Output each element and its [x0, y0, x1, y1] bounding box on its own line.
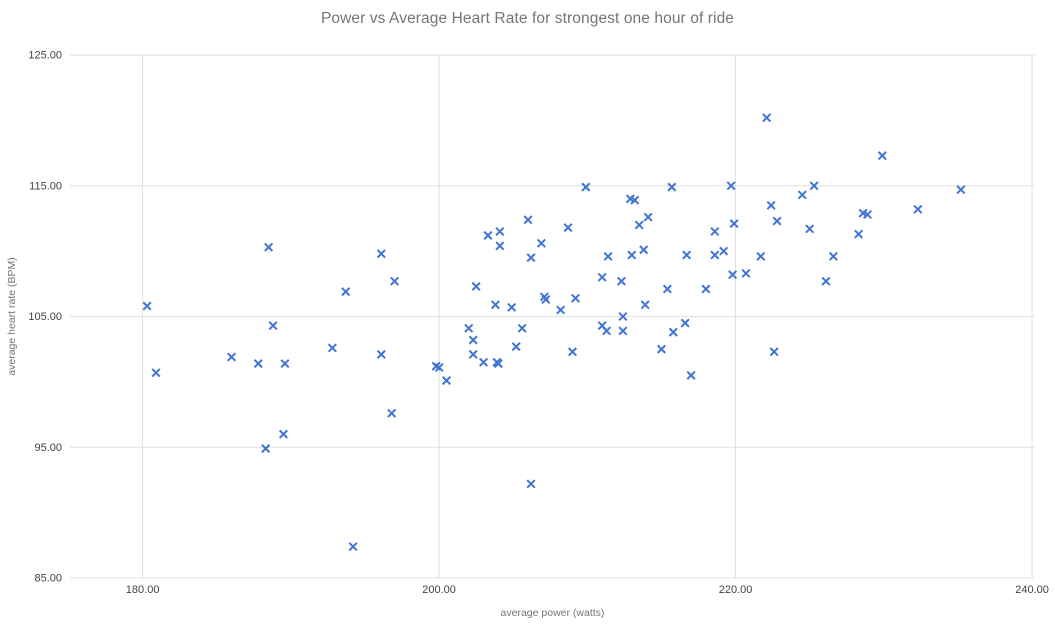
data-point-marker[interactable] [682, 250, 692, 260]
data-point-marker[interactable] [280, 359, 290, 369]
data-point-marker[interactable] [634, 220, 644, 230]
data-point-marker[interactable] [772, 216, 782, 226]
data-point-marker[interactable] [640, 300, 650, 310]
data-point-marker[interactable] [797, 190, 807, 200]
data-point-marker[interactable] [376, 349, 386, 359]
data-point-marker[interactable] [756, 251, 766, 261]
data-point-marker[interactable] [348, 542, 358, 552]
data-point-marker[interactable] [854, 229, 864, 239]
y-tick-label: 115.00 [29, 180, 62, 192]
data-point-marker[interactable] [913, 204, 923, 214]
y-tick-label: 85.00 [34, 573, 62, 585]
data-point-marker[interactable] [464, 323, 474, 333]
data-point-marker[interactable] [809, 181, 819, 191]
data-point-marker[interactable] [253, 359, 263, 369]
data-point-marker[interactable] [710, 227, 720, 237]
data-point-marker[interactable] [680, 318, 690, 328]
data-point-marker[interactable] [264, 242, 274, 252]
data-point-marker[interactable] [762, 113, 772, 123]
data-point-marker[interactable] [701, 284, 711, 294]
data-point-marker[interactable] [556, 305, 566, 315]
data-point-marker[interactable] [387, 408, 397, 418]
data-point-marker[interactable] [877, 151, 887, 161]
data-point-marker[interactable] [602, 326, 612, 336]
data-point-marker[interactable] [471, 281, 481, 291]
data-point-marker[interactable] [468, 349, 478, 359]
y-tick-label: 125.00 [28, 50, 62, 62]
x-axis-title: average power (watts) [501, 607, 605, 619]
data-point-marker[interactable] [507, 302, 517, 312]
data-point-marker[interactable] [719, 246, 729, 256]
data-point-marker[interactable] [668, 327, 678, 337]
data-point-marker[interactable] [741, 268, 751, 278]
x-tick-label: 200.00 [422, 584, 456, 596]
data-point-marker[interactable] [517, 323, 527, 333]
data-point-marker[interactable] [821, 276, 831, 286]
data-point-marker[interactable] [726, 181, 736, 191]
data-point-marker[interactable] [656, 344, 666, 354]
data-point-marker[interactable] [630, 195, 640, 205]
data-point-marker[interactable] [728, 270, 738, 280]
data-point-marker[interactable] [536, 238, 546, 248]
data-point-marker[interactable] [341, 287, 351, 297]
data-point-marker[interactable] [390, 276, 400, 286]
data-point-marker[interactable] [479, 357, 489, 367]
data-point-marker[interactable] [686, 370, 696, 380]
data-point-marker[interactable] [568, 347, 578, 357]
data-point-marker[interactable] [603, 251, 613, 261]
y-axis-title: average heart rate (BPM) [6, 257, 18, 375]
data-point-marker[interactable] [327, 343, 337, 353]
data-point-marker[interactable] [729, 219, 739, 229]
data-point-marker[interactable] [662, 284, 672, 294]
data-point-marker[interactable] [616, 276, 626, 286]
data-point-marker[interactable] [442, 376, 452, 386]
data-point-marker[interactable] [828, 251, 838, 261]
data-point-marker[interactable] [511, 342, 521, 352]
data-point-marker[interactable] [570, 293, 580, 303]
data-point-marker[interactable] [490, 300, 500, 310]
data-point-marker[interactable] [956, 185, 966, 195]
data-point-marker[interactable] [563, 223, 573, 233]
data-point-marker[interactable] [151, 368, 161, 378]
x-tick-label: 180.00 [126, 584, 160, 596]
data-point-marker[interactable] [142, 301, 152, 311]
data-point-marker[interactable] [541, 294, 551, 305]
data-point-marker[interactable] [618, 311, 628, 322]
data-point-marker[interactable] [493, 359, 503, 369]
data-point-marker[interactable] [766, 200, 776, 210]
data-point-marker[interactable] [805, 224, 815, 234]
data-point-marker[interactable] [495, 241, 505, 251]
data-point-marker[interactable] [639, 245, 649, 255]
data-point-marker[interactable] [483, 230, 493, 240]
x-tick-label: 220.00 [719, 584, 753, 596]
data-point-marker[interactable] [710, 250, 720, 260]
data-point-marker[interactable] [526, 253, 536, 263]
x-tick-label: 240.00 [1015, 584, 1049, 596]
data-point-marker[interactable] [597, 272, 607, 282]
y-tick-label: 95.00 [34, 442, 62, 454]
data-point-marker[interactable] [627, 250, 637, 260]
y-tick-label: 105.00 [28, 311, 62, 323]
data-point-marker[interactable] [523, 215, 533, 225]
data-point-marker[interactable] [261, 444, 271, 454]
data-point-marker[interactable] [643, 212, 653, 222]
data-point-marker[interactable] [667, 182, 677, 192]
data-point-marker[interactable] [581, 182, 591, 192]
data-point-marker[interactable] [227, 352, 237, 362]
data-point-marker[interactable] [618, 326, 628, 336]
data-point-marker[interactable] [862, 210, 873, 220]
data-point-marker[interactable] [526, 479, 536, 489]
chart-title: Power vs Average Heart Rate for stronges… [320, 10, 735, 27]
data-point-marker[interactable] [468, 335, 478, 345]
data-point-marker[interactable] [769, 347, 779, 357]
data-point-marker[interactable] [278, 429, 288, 439]
data-point-marker[interactable] [434, 362, 444, 373]
data-point-marker[interactable] [376, 249, 386, 259]
data-point-marker[interactable] [268, 321, 278, 331]
data-point-marker[interactable] [495, 227, 505, 237]
